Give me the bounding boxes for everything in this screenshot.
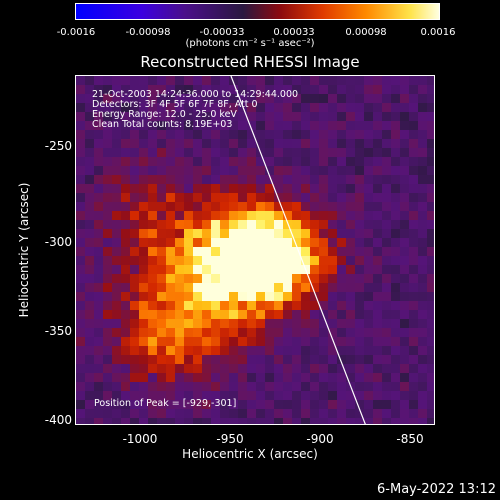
x-tick-label: -850 xyxy=(396,432,424,446)
flux-image xyxy=(76,76,434,424)
y-tick-label: -350 xyxy=(44,324,72,338)
colorbar-tick: 0.0016 xyxy=(420,27,456,38)
time-range-text: 21-Oct-2003 14:24:36.000 to 14:29:44.000 xyxy=(92,89,299,100)
x-tick-label: -900 xyxy=(306,432,334,446)
y-tick-label: -300 xyxy=(44,235,72,249)
energy-range-text: Energy Range: 12.0 - 25.0 keV xyxy=(92,109,237,120)
colorbar-tick: -0.00098 xyxy=(125,27,171,38)
colorbar-tick: 0.00098 xyxy=(345,27,387,38)
timestamp: 6-May-2022 13:12 xyxy=(377,482,496,497)
solar-limb xyxy=(230,76,366,424)
detectors-text: Detectors: 3F 4F 5F 6F 7F 8F, Att 0 xyxy=(92,99,258,110)
colorbar xyxy=(75,3,440,20)
x-tick-label: -950 xyxy=(216,432,244,446)
x-tick-label: -1000 xyxy=(122,432,158,446)
colorbar-tick: -0.0016 xyxy=(56,27,96,38)
y-axis-label: Heliocentric Y (arcsec) xyxy=(17,182,31,318)
colorbar-units: (photons cm⁻² s⁻¹ asec⁻²) xyxy=(185,38,315,49)
y-tick-label: -400 xyxy=(44,413,72,427)
colorbar-tick: 0.00033 xyxy=(273,27,315,38)
peak-position-text: Position of Peak = [-929,-301] xyxy=(94,398,237,409)
y-tick-label: -250 xyxy=(44,139,72,153)
image-title: Reconstructed RHESSI Image xyxy=(140,53,360,71)
colorbar-tick: -0.00033 xyxy=(199,27,245,38)
x-axis-label: Heliocentric X (arcsec) xyxy=(182,447,318,461)
method-text: Clean Total counts: 8.19E+03 xyxy=(92,119,233,130)
image-plot: 21-Oct-2003 14:24:36.000 to 14:29:44.000… xyxy=(75,75,435,425)
